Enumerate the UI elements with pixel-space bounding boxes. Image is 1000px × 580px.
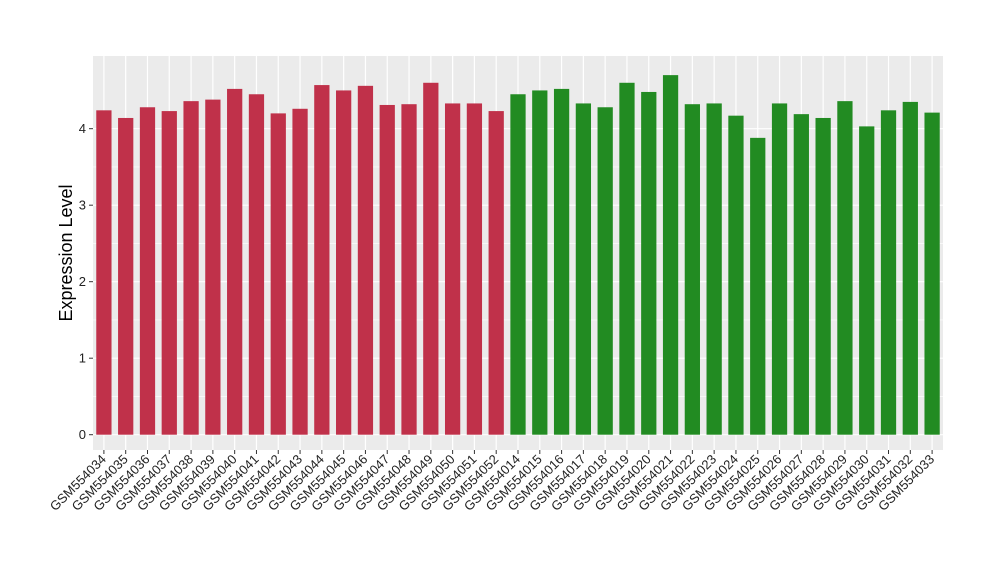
bar [466, 103, 483, 435]
bar [227, 88, 243, 435]
bar [684, 104, 700, 435]
bar [706, 103, 722, 435]
bar [96, 110, 112, 435]
bar [401, 104, 417, 435]
bar [205, 99, 221, 435]
bars [96, 75, 940, 435]
bar [837, 101, 853, 435]
bar [488, 111, 504, 435]
bar [662, 75, 679, 435]
y-tick-label: 0 [79, 427, 86, 442]
bar [357, 85, 374, 435]
bar [750, 137, 766, 435]
bar [423, 82, 439, 435]
bar [532, 90, 548, 435]
bar [161, 111, 177, 435]
bar [118, 117, 134, 435]
bar [924, 112, 940, 435]
bar [771, 103, 788, 435]
bar [379, 104, 395, 435]
y-tick-label: 3 [79, 198, 86, 213]
bar [248, 94, 265, 435]
bar [314, 85, 330, 435]
bar [553, 88, 570, 435]
bar [292, 108, 308, 435]
bar [597, 107, 613, 435]
y-tick-label: 2 [79, 274, 86, 289]
y-tick-label: 1 [79, 351, 86, 366]
bar [139, 107, 156, 435]
bar [793, 114, 809, 435]
bar [183, 101, 199, 435]
bar [859, 126, 875, 435]
y-tick-label: 4 [79, 121, 86, 136]
bar [270, 113, 286, 435]
x-axis: GSM554034GSM554035GSM554036GSM554037GSM5… [47, 450, 937, 514]
bar [510, 94, 526, 435]
bar [575, 103, 592, 435]
bar [880, 110, 897, 435]
y-axis: 0 1 2 3 4 [79, 121, 93, 442]
bar [641, 91, 657, 435]
y-axis-title: Expression Level [56, 184, 76, 321]
bar [902, 101, 918, 435]
bar [444, 103, 461, 435]
bar [728, 115, 744, 435]
bar [619, 82, 635, 435]
bar [336, 90, 352, 435]
bar [815, 117, 831, 435]
